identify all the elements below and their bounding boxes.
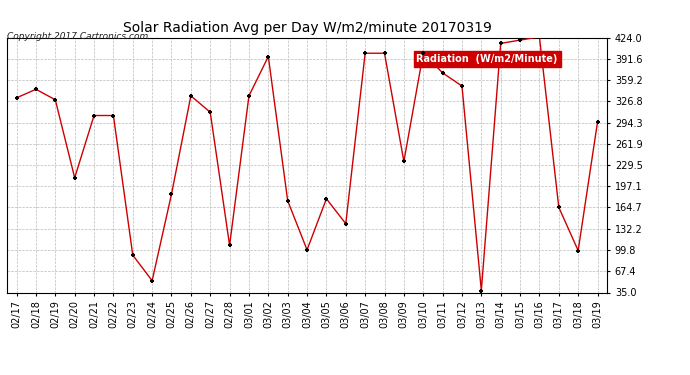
Point bbox=[127, 252, 138, 258]
Point bbox=[379, 50, 390, 56]
Point bbox=[50, 97, 61, 103]
Point bbox=[186, 93, 197, 99]
Point bbox=[340, 220, 351, 226]
Point bbox=[205, 109, 216, 115]
Point bbox=[359, 50, 371, 56]
Point bbox=[457, 83, 468, 89]
Point bbox=[592, 119, 603, 125]
Point bbox=[88, 112, 99, 118]
Text: Copyright 2017 Cartronics.com: Copyright 2017 Cartronics.com bbox=[7, 32, 148, 41]
Point bbox=[476, 288, 487, 294]
Point bbox=[302, 247, 313, 253]
Point bbox=[553, 204, 564, 210]
Point bbox=[263, 54, 274, 60]
Title: Solar Radiation Avg per Day W/m2/minute 20170319: Solar Radiation Avg per Day W/m2/minute … bbox=[123, 21, 491, 35]
Point bbox=[244, 93, 255, 99]
Point bbox=[321, 196, 332, 202]
Point bbox=[30, 86, 41, 92]
Point bbox=[437, 70, 448, 76]
Point bbox=[515, 37, 526, 43]
Point bbox=[108, 112, 119, 118]
Point bbox=[11, 95, 22, 101]
Text: Radiation  (W/m2/Minute): Radiation (W/m2/Minute) bbox=[417, 54, 558, 64]
Point bbox=[398, 158, 409, 164]
Point bbox=[417, 50, 428, 56]
Point bbox=[495, 40, 506, 46]
Point bbox=[534, 34, 545, 40]
Point bbox=[282, 198, 293, 204]
Point bbox=[573, 248, 584, 254]
Point bbox=[166, 191, 177, 197]
Point bbox=[224, 242, 235, 248]
Point bbox=[69, 175, 80, 181]
Point bbox=[146, 278, 157, 284]
